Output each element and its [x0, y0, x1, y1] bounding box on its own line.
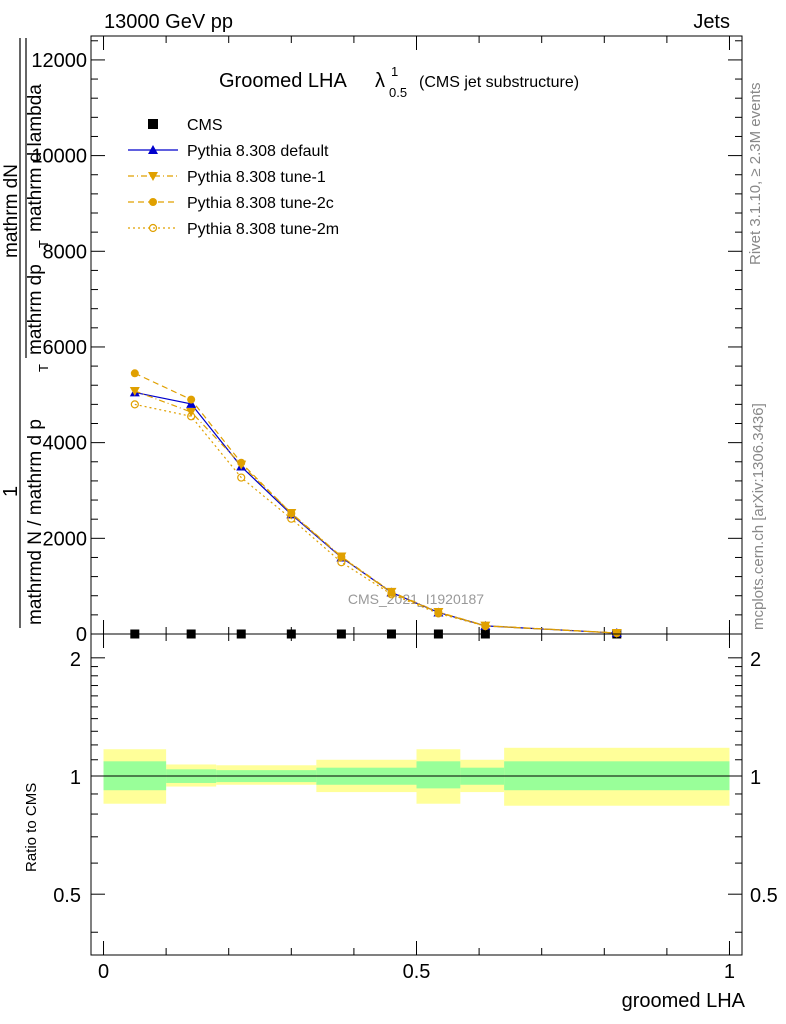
ylabel-one: 1 [0, 486, 22, 497]
ratio-ytick-labels: 0.5 0.5 1 1 2 2 [53, 649, 778, 907]
title-sub: 0.5 [389, 85, 407, 100]
main-ytick-labels: 0 2000 4000 6000 8000 10000 12000 [31, 50, 87, 646]
legend-entry-3: Pythia 8.308 tune-2c [128, 195, 334, 212]
main-ytick-label: 12000 [31, 50, 87, 72]
data-point [187, 395, 196, 404]
main-ytick-label: 6000 [43, 337, 88, 359]
legend-marker [148, 172, 158, 181]
legend-entry-2: Pythia 8.308 tune-1 [128, 169, 326, 186]
ratio-axis-ticks [91, 634, 742, 955]
data-point [612, 628, 621, 638]
data-point [481, 622, 490, 631]
plot-title: Groomed LHA λ 1 0.5 (CMS jet substructur… [219, 64, 579, 100]
header-right: Jets [693, 11, 730, 33]
data-point [287, 514, 296, 523]
ratio-band-inner [416, 761, 461, 789]
xtick-label: 0.5 [403, 961, 431, 983]
x-axis-label: groomed LHA [622, 990, 746, 1012]
ylabel-dN: mathrm dN [1, 164, 22, 258]
rivet-label: Rivet 3.1.10, ≥ 2.3M events [747, 83, 764, 266]
ylabel-dpT-sub: T [36, 240, 51, 248]
data-point [387, 590, 396, 599]
legend-entry-4: Pythia 8.308 tune-2m [128, 221, 339, 238]
title-suffix: (CMS jet substructure) [419, 74, 579, 91]
legend-marker [148, 223, 158, 233]
ylabel-dlambda: mathrm d lambda [25, 84, 46, 232]
legend: CMS Pythia 8.308 default Pythia 8.308 tune… [128, 117, 339, 238]
ratio-ytick-label-right: 2 [750, 649, 761, 671]
legend-entry-1: Pythia 8.308 default [128, 143, 329, 160]
xtick-labels: 0 0.5 1 [98, 961, 735, 983]
main-ytick-label: 8000 [43, 241, 88, 263]
ylabel-denominator: mathrmd N / mathrm d p [25, 419, 46, 625]
legend-marker [148, 145, 158, 154]
legend-label: Pythia 8.308 default [187, 143, 329, 160]
main-ylabel: 1 mathrmd N / mathrm d p T mathrm dN mat… [0, 38, 51, 628]
ratio-ylabel: Ratio to CMS [23, 783, 40, 872]
data-point [612, 629, 621, 638]
xtick-label: 0 [98, 961, 109, 983]
legend-entry-0: CMS [148, 117, 223, 134]
title-lambda: λ [375, 70, 385, 92]
ratio-ytick-label-right: 1 [750, 767, 761, 789]
title-sup: 1 [391, 64, 398, 79]
main-ytick-label: 0 [76, 624, 87, 646]
data-point [434, 609, 443, 618]
legend-marker [149, 198, 157, 206]
header-left: 13000 GeV pp [104, 11, 233, 33]
legend-marker [148, 119, 158, 129]
legend-label: Pythia 8.308 tune-1 [187, 169, 326, 186]
analysis-watermark: CMS_2021_I1920187 [348, 591, 484, 607]
main-ytick-label: 4000 [43, 433, 88, 455]
data-point [237, 473, 246, 482]
ratio-ytick-label-right: 0.5 [750, 885, 778, 907]
series-4 [130, 400, 621, 638]
main-ytick-label: 2000 [43, 528, 88, 550]
data-point [337, 558, 346, 567]
data-point [237, 458, 246, 467]
ylabel-dpT: mathrm dp [25, 264, 46, 355]
legend-label: Pythia 8.308 tune-2m [187, 221, 339, 238]
legend-label: CMS [187, 117, 223, 134]
ratio-ytick-label: 2 [70, 649, 81, 671]
data-point [130, 400, 139, 409]
title-main: Groomed LHA [219, 70, 347, 92]
ratio-ytick-label: 0.5 [53, 885, 81, 907]
ratio-ytick-label: 1 [70, 767, 81, 789]
ylabel-denominator-sub: T [36, 364, 51, 372]
main-ytick-label: 10000 [31, 146, 87, 168]
series-line [134, 403, 617, 634]
data-point [130, 369, 139, 378]
legend-label: Pythia 8.308 tune-2c [187, 195, 334, 212]
xtick-label: 1 [724, 961, 735, 983]
data-point [187, 412, 196, 421]
mcplots-label: mcplots.cern.ch [arXiv:1306.3436] [750, 403, 767, 630]
data-point [129, 386, 140, 396]
ratio-bands [103, 747, 730, 806]
